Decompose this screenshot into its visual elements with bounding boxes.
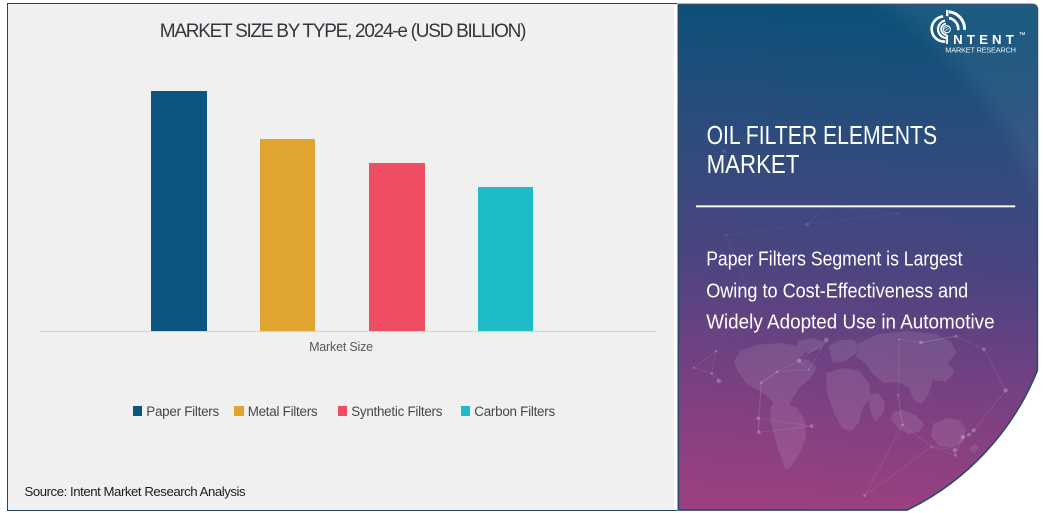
svg-text:Paper Filters Segment is Large: Paper Filters Segment is Largest [706, 247, 963, 270]
svg-text:MARKET RESEARCH: MARKET RESEARCH [945, 45, 1016, 54]
svg-text:™: ™ [1019, 32, 1026, 39]
svg-text:Owing to Cost-Effectiveness an: Owing to Cost-Effectiveness and [706, 280, 968, 303]
svg-text:MARKET: MARKET [707, 151, 800, 179]
svg-text:Widely Adopted Use in Automoti: Widely Adopted Use in Automotive [706, 311, 994, 334]
svg-text:INTENT: INTENT [945, 32, 1017, 47]
svg-text:OIL FILTER ELEMENTS: OIL FILTER ELEMENTS [707, 122, 938, 150]
